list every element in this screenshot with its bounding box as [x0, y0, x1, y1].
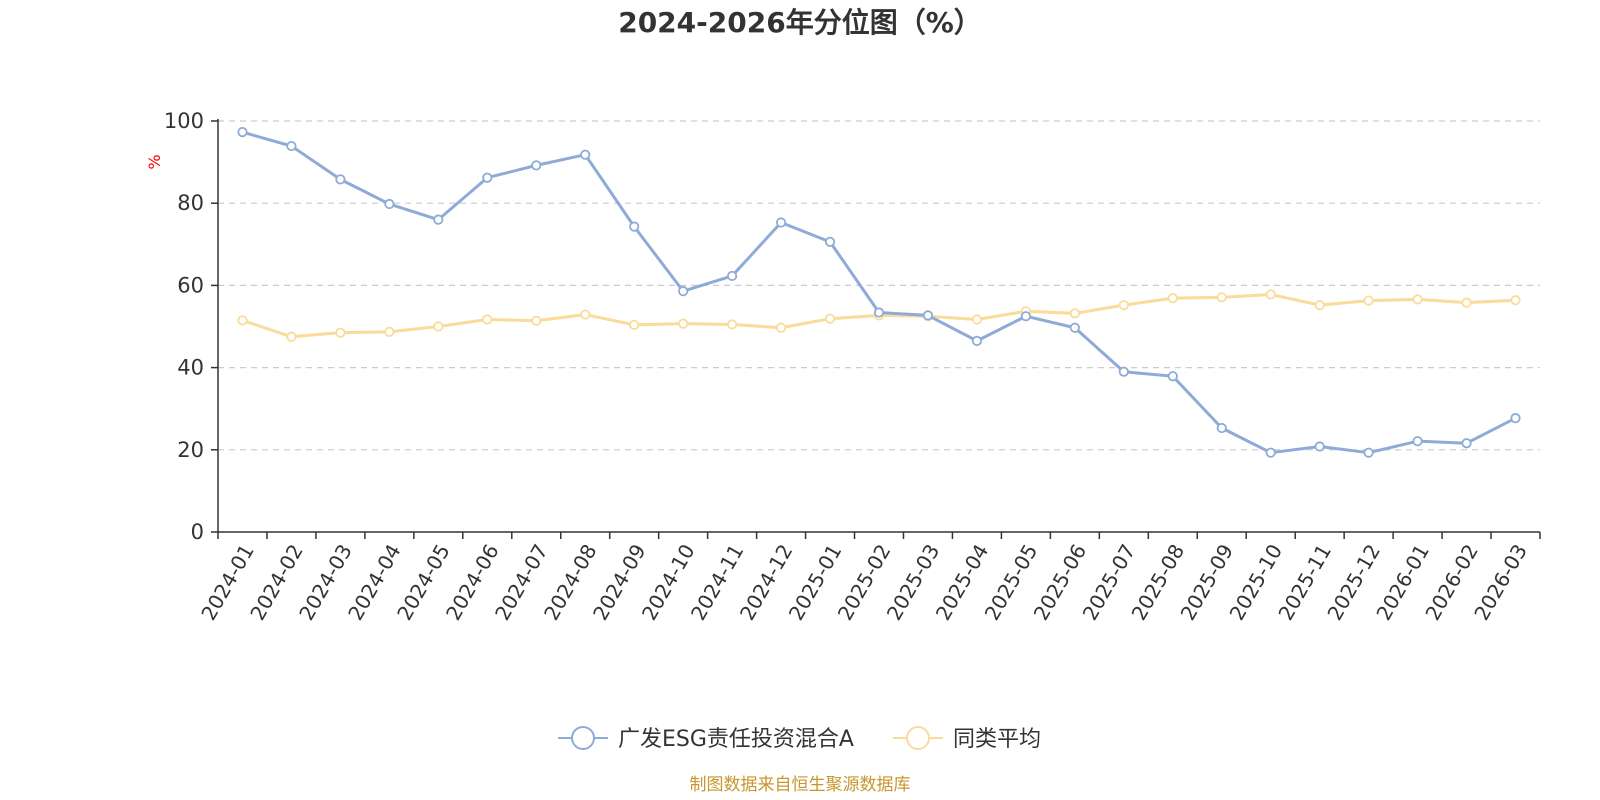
data-point[interactable]	[1363, 295, 1374, 306]
chart-title: 2024-2026年分位图（%）	[618, 6, 982, 39]
data-point[interactable]	[873, 307, 885, 318]
y-tick-label: 80	[177, 191, 204, 215]
data-point[interactable]	[286, 140, 297, 152]
data-point[interactable]	[727, 270, 738, 282]
data-point[interactable]	[922, 310, 934, 321]
data-point[interactable]	[1265, 447, 1276, 458]
legend: 广发ESG责任投资混合A 同类平均	[558, 726, 1041, 752]
data-point[interactable]	[629, 319, 640, 330]
y-tick-label: 100	[164, 109, 204, 133]
data-point[interactable]	[384, 198, 395, 210]
data-point[interactable]	[1118, 366, 1129, 377]
legend-marker	[571, 726, 595, 750]
data-point[interactable]	[1069, 308, 1080, 319]
series-0	[237, 126, 1521, 458]
legend-label: 广发ESG责任投资混合A	[618, 727, 854, 752]
y-axis-unit: %	[145, 154, 164, 169]
data-point[interactable]	[237, 315, 248, 326]
data-point[interactable]	[433, 214, 444, 225]
data-point[interactable]	[335, 174, 346, 185]
data-point[interactable]	[1118, 300, 1129, 311]
data-point[interactable]	[727, 319, 738, 330]
data-point[interactable]	[1510, 295, 1521, 306]
y-tick-label: 60	[177, 273, 204, 297]
legend-item-1[interactable]: 同类平均	[893, 726, 1041, 752]
data-point[interactable]	[580, 309, 591, 320]
series-line	[242, 130, 1517, 455]
data-point[interactable]	[286, 331, 297, 342]
data-point[interactable]	[237, 126, 248, 138]
data-point[interactable]	[678, 318, 689, 329]
data-point[interactable]	[824, 236, 836, 247]
data-point[interactable]	[433, 321, 444, 332]
data-point[interactable]	[1167, 293, 1178, 304]
data-point[interactable]	[629, 221, 640, 232]
data-point[interactable]	[971, 314, 983, 325]
data-point[interactable]	[971, 335, 983, 346]
axes: 0204060801002024-012024-022024-032024-04…	[164, 109, 1541, 624]
data-point[interactable]	[384, 326, 395, 337]
data-point[interactable]	[1265, 289, 1276, 300]
y-tick-label: 20	[177, 438, 204, 462]
data-point[interactable]	[1069, 322, 1080, 333]
data-point[interactable]	[1461, 297, 1472, 308]
data-point[interactable]	[1020, 311, 1031, 322]
data-point[interactable]	[1314, 441, 1325, 452]
data-point[interactable]	[580, 149, 591, 160]
legend-item-0[interactable]: 广发ESG责任投资混合A	[558, 726, 854, 752]
data-point[interactable]	[482, 314, 493, 325]
data-point[interactable]	[1314, 300, 1325, 311]
data-point[interactable]	[335, 327, 346, 338]
data-point[interactable]	[1216, 422, 1227, 434]
y-tick-label: 0	[191, 520, 204, 544]
data-point[interactable]	[678, 286, 689, 297]
data-point[interactable]	[775, 217, 787, 228]
data-point[interactable]	[1363, 447, 1374, 458]
data-point[interactable]	[1510, 413, 1521, 424]
data-point[interactable]	[482, 172, 493, 183]
data-point[interactable]	[531, 315, 542, 326]
data-point[interactable]	[775, 322, 787, 333]
y-tick-label: 40	[177, 356, 204, 380]
series-lines	[237, 126, 1521, 458]
data-point[interactable]	[1412, 294, 1423, 305]
data-point[interactable]	[1412, 436, 1423, 447]
data-point[interactable]	[824, 313, 836, 324]
data-source-footer: 制图数据来自恒生聚源数据库	[690, 775, 911, 795]
data-point[interactable]	[1216, 292, 1227, 303]
legend-marker	[906, 726, 930, 750]
data-point[interactable]	[1167, 371, 1178, 382]
legend-label: 同类平均	[953, 727, 1041, 752]
data-point[interactable]	[1461, 438, 1472, 449]
data-point[interactable]	[531, 160, 542, 171]
grid-lines	[218, 120, 1540, 451]
